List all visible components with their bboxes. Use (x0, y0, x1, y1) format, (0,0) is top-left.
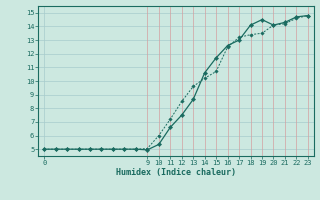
X-axis label: Humidex (Indice chaleur): Humidex (Indice chaleur) (116, 168, 236, 177)
